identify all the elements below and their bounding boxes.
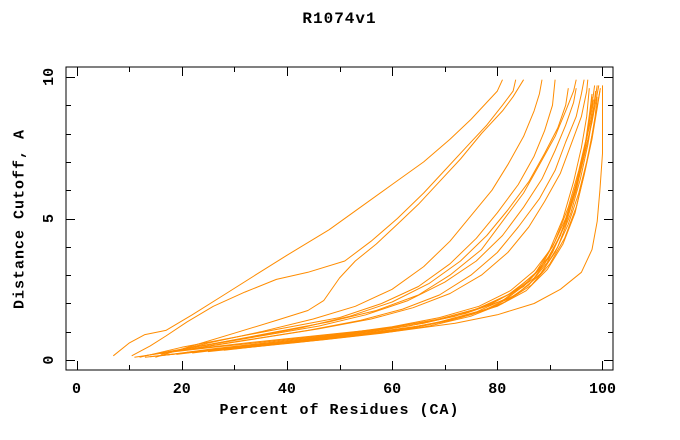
model-curve-11 <box>160 85 596 357</box>
model-curve-4 <box>160 79 543 355</box>
y-tick-label: 5 <box>41 214 58 223</box>
model-curve-20 <box>155 99 594 355</box>
y-tick-label: 10 <box>41 68 58 86</box>
model-curve-21 <box>144 88 569 357</box>
model-curve-6 <box>171 79 577 353</box>
x-axis-label: Percent of Residues (CA) <box>219 402 460 419</box>
plot-frame <box>65 66 614 371</box>
model-curve-1 <box>112 79 503 357</box>
model-curve-12 <box>176 85 598 355</box>
x-tick-label: 40 <box>278 381 296 398</box>
model-curve-8 <box>192 79 589 350</box>
model-curve-3 <box>155 79 525 358</box>
model-curve-19 <box>234 88 601 350</box>
y-axis-label: Distance Cutoff, A <box>11 128 29 310</box>
model-curve-18 <box>207 91 601 353</box>
model-curve-17 <box>186 96 598 353</box>
chart-title: R1074v1 <box>302 10 377 28</box>
x-tick-label: 80 <box>488 381 506 398</box>
model-curve-22 <box>202 88 577 347</box>
y-tick-label: 0 <box>41 356 58 365</box>
x-tick-label: 100 <box>589 381 616 398</box>
model-curve-7 <box>181 79 585 351</box>
model-curve-9 <box>223 85 603 351</box>
x-tick-label: 20 <box>173 381 191 398</box>
x-tick-label: 0 <box>72 381 81 398</box>
model-curve-5 <box>139 79 556 358</box>
model-curve-2 <box>131 79 517 357</box>
x-tick-label: 60 <box>383 381 401 398</box>
